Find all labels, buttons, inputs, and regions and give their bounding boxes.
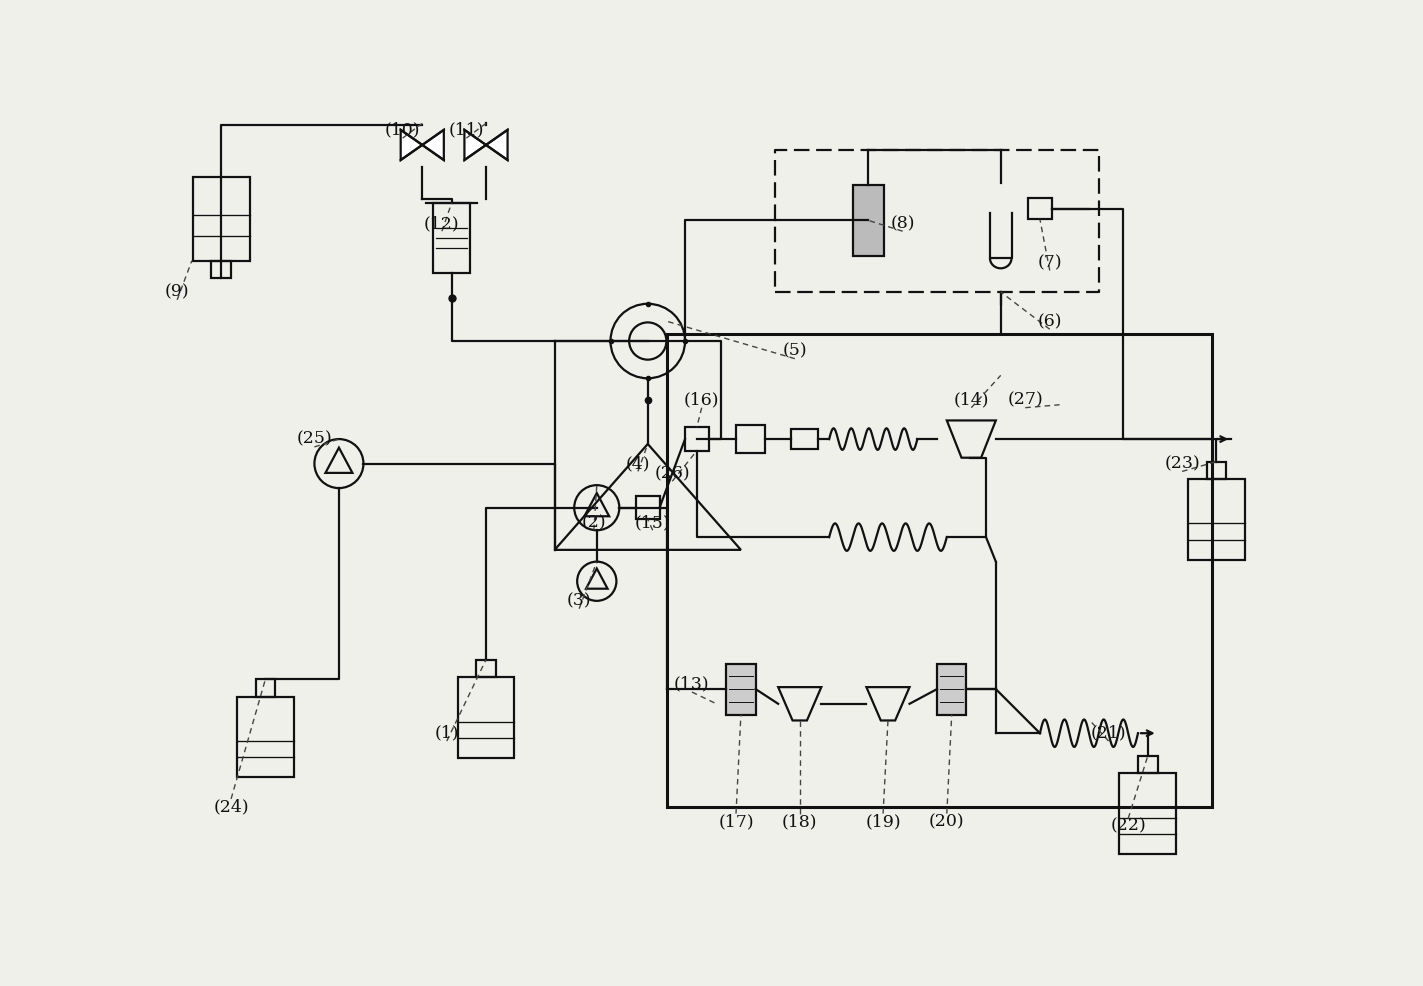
Text: (15): (15)	[635, 514, 670, 530]
Bar	[1188, 479, 1245, 560]
Text: (1): (1)	[434, 725, 460, 741]
Bar	[667, 334, 1211, 807]
Text: (26): (26)	[655, 464, 690, 482]
Text: (22): (22)	[1110, 817, 1146, 835]
Text: (27): (27)	[1007, 391, 1043, 408]
Polygon shape	[487, 130, 508, 160]
Bar	[1029, 198, 1052, 220]
Text: (17): (17)	[719, 812, 754, 830]
Text: (18): (18)	[783, 812, 817, 830]
Bar	[238, 697, 293, 777]
Bar	[736, 425, 766, 453]
Bar	[726, 664, 756, 715]
Text: (10): (10)	[384, 121, 420, 139]
Bar	[194, 177, 249, 260]
Bar	[684, 427, 709, 451]
Text: (20): (20)	[929, 812, 965, 830]
Text: (21): (21)	[1091, 725, 1127, 741]
Text: (16): (16)	[684, 391, 720, 408]
Text: (2): (2)	[582, 514, 606, 530]
Text: (11): (11)	[448, 121, 484, 139]
Polygon shape	[423, 130, 444, 160]
Bar	[852, 185, 884, 255]
Polygon shape	[401, 130, 423, 160]
Text: (25): (25)	[296, 431, 333, 448]
Text: (4): (4)	[626, 456, 650, 472]
Bar	[636, 496, 659, 520]
Text: (9): (9)	[165, 284, 189, 301]
Polygon shape	[464, 130, 487, 160]
Text: (13): (13)	[675, 675, 710, 693]
Bar	[1207, 461, 1227, 479]
Bar	[433, 203, 471, 273]
Text: (7): (7)	[1037, 254, 1062, 271]
Text: (6): (6)	[1037, 313, 1062, 330]
Text: (8): (8)	[891, 215, 915, 232]
Bar	[1120, 773, 1177, 854]
Bar	[458, 677, 515, 757]
Text: (5): (5)	[783, 342, 807, 359]
Bar	[936, 664, 966, 715]
Text: (12): (12)	[424, 215, 460, 232]
Bar	[212, 260, 231, 278]
Text: (19): (19)	[865, 812, 901, 830]
Text: (3): (3)	[566, 593, 592, 609]
Bar	[256, 679, 275, 697]
Text: (23): (23)	[1164, 456, 1200, 472]
Bar	[477, 660, 495, 677]
Bar	[1138, 755, 1157, 773]
Bar	[791, 429, 818, 449]
Text: (14): (14)	[953, 391, 989, 408]
Text: (24): (24)	[213, 799, 249, 815]
